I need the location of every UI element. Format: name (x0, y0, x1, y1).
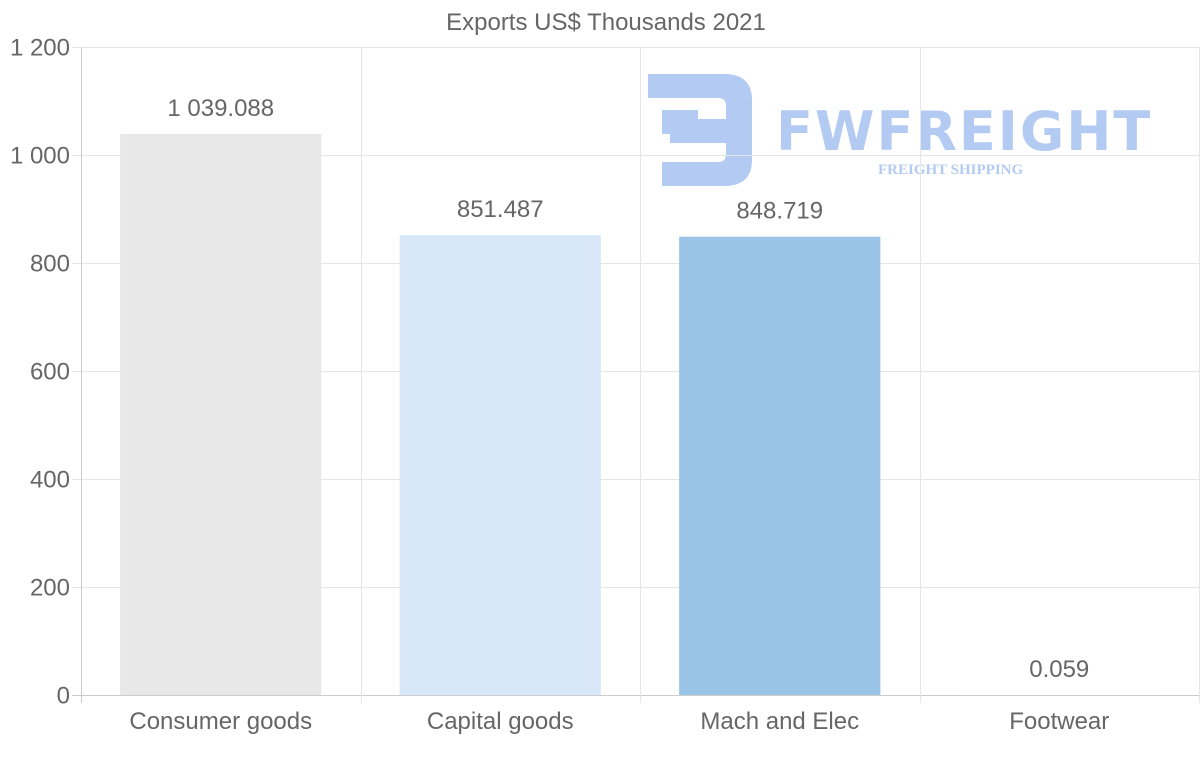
fwfreight-logo-icon (648, 74, 752, 186)
watermark-name: FWFREIGHT (776, 100, 1152, 163)
bar-value-label: 0.059 (1029, 656, 1089, 683)
x-axis-labels: Consumer goods Capital goods Mach and Elec… (129, 708, 1109, 735)
x-tick-label: Consumer goods (129, 708, 312, 735)
y-tick-label: 200 (30, 575, 70, 602)
bar-value-label: 848.719 (736, 198, 823, 225)
y-tick-label: 600 (30, 359, 70, 386)
x-tick-label: Footwear (1009, 708, 1109, 735)
y-axis-labels: 0 200 400 600 800 1 000 1 200 (10, 35, 70, 710)
fwfreight-watermark: FWFREIGHT FREIGHT SHIPPING (648, 74, 1152, 186)
y-tick-label: 1 000 (10, 143, 70, 170)
chart-title: Exports US$ Thousands 2021 (446, 9, 766, 36)
bar-capital-goods[interactable] (399, 235, 601, 695)
bar-value-label: 851.487 (457, 196, 544, 223)
y-tick-label: 1 200 (10, 35, 70, 62)
y-tick-label: 800 (30, 251, 70, 278)
watermark-subtitle: FREIGHT SHIPPING (878, 162, 1023, 178)
y-tick-label: 0 (57, 683, 70, 710)
y-tick-label: 400 (30, 467, 70, 494)
data-labels: 1 039.088 851.487 848.719 0.059 (167, 95, 1089, 683)
bar-consumer-goods[interactable] (120, 133, 322, 696)
bars (120, 133, 1160, 696)
bar-mach-and-elec[interactable] (679, 236, 881, 695)
bar-value-label: 1 039.088 (167, 95, 274, 122)
x-tick-label: Capital goods (427, 708, 574, 735)
x-tick-label: Mach and Elec (700, 708, 859, 735)
